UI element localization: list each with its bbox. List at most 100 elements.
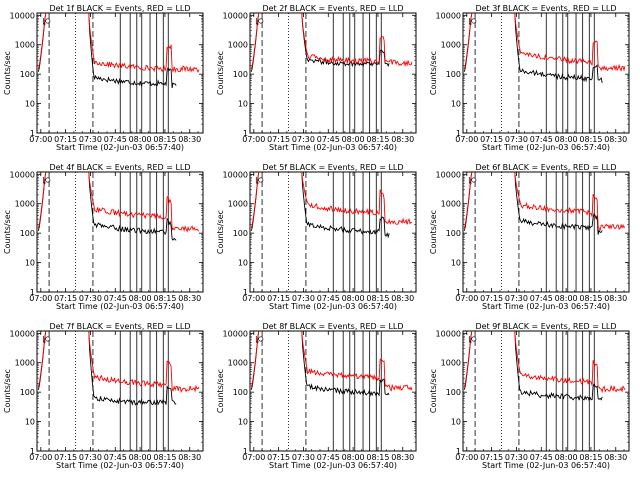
x-tick-label: 08:30	[391, 135, 414, 144]
x-tick-label: 07:30	[79, 453, 102, 462]
x-tick-label: 08:15	[579, 294, 602, 303]
panel-title: Det 6f BLACK = Events, RED = LLD	[475, 163, 616, 172]
y-tick-label: 1000	[228, 359, 248, 368]
panel-title: Det 9f BLACK = Events, RED = LLD	[475, 322, 616, 331]
saa-marker-icon	[42, 177, 51, 184]
x-tick-label: 07:45	[104, 135, 127, 144]
x-tick-label: 07:30	[292, 135, 315, 144]
panel-title: Det 2f BLACK = Events, RED = LLD	[262, 4, 403, 13]
x-tick-label: 08:15	[366, 135, 389, 144]
x-tick-label: 07:00	[242, 294, 265, 303]
saa-marker-icon	[468, 18, 477, 25]
saa-marker-icon	[468, 177, 477, 184]
x-tick-label: 08:00	[129, 453, 152, 462]
x-tick-label: 07:15	[267, 135, 290, 144]
x-tick-label: 08:00	[342, 135, 365, 144]
x-axis-label: Start Time (02-Jun-03 06:57:40)	[56, 461, 184, 470]
x-tick-label: 07:30	[292, 453, 315, 462]
x-tick-label: 07:45	[317, 294, 340, 303]
y-tick-label: 10000	[10, 11, 35, 20]
y-tick-label: 100	[233, 70, 248, 79]
x-tick-label: 07:15	[54, 135, 77, 144]
x-tick-label: 07:45	[317, 453, 340, 462]
x-tick-label: 07:45	[530, 135, 553, 144]
y-tick-label: 10000	[223, 329, 248, 338]
y-tick-label: 100	[20, 388, 35, 397]
y-tick-label: 100	[233, 388, 248, 397]
saa-marker-icon	[255, 177, 264, 184]
events-series-line	[37, 331, 177, 406]
y-tick-label: 1	[243, 288, 248, 297]
y-tick-label: 10000	[436, 11, 461, 20]
panel-det-5: 07:00 07:15 07:30 07:45 08:00 08:15 08:30 1 10 10…	[216, 163, 417, 311]
x-tick-label: 08:00	[342, 453, 365, 462]
panel-title: Det 1f BLACK = Events, RED = LLD	[49, 4, 190, 13]
x-tick-label: 07:45	[317, 135, 340, 144]
y-tick-label: 100	[446, 70, 461, 79]
panel-title: Det 8f BLACK = Events, RED = LLD	[262, 322, 403, 331]
panel-title: Det 5f BLACK = Events, RED = LLD	[262, 163, 403, 172]
x-tick-label: 07:00	[29, 453, 52, 462]
x-tick-label: 07:15	[54, 453, 77, 462]
lld-series-line	[37, 331, 200, 393]
x-tick-label: 08:30	[604, 135, 627, 144]
y-axis-label: Counts/sec	[216, 51, 225, 95]
events-series-line	[37, 13, 177, 89]
y-tick-label: 10	[451, 100, 461, 109]
x-tick-label: 08:00	[342, 294, 365, 303]
x-tick-label: 08:00	[129, 135, 152, 144]
x-tick-label: 07:15	[480, 453, 503, 462]
x-tick-label: 08:30	[604, 294, 627, 303]
x-axis-label: Start Time (02-Jun-03 06:57:40)	[56, 143, 184, 152]
y-tick-label: 10	[451, 418, 461, 427]
lld-series-line	[463, 172, 626, 232]
y-tick-label: 10	[451, 259, 461, 268]
x-axis-label: Start Time (02-Jun-03 06:57:40)	[482, 143, 610, 152]
x-tick-label: 08:30	[604, 453, 627, 462]
y-tick-label: 1	[30, 288, 35, 297]
x-tick-label: 07:00	[242, 453, 265, 462]
x-tick-label: 08:30	[178, 135, 201, 144]
x-tick-label: 07:15	[267, 453, 290, 462]
lld-series-line	[37, 172, 200, 233]
y-tick-label: 100	[233, 229, 248, 238]
x-tick-label: 07:00	[455, 453, 478, 462]
y-tick-label: 10000	[436, 329, 461, 338]
x-tick-label: 07:00	[455, 135, 478, 144]
x-tick-label: 08:15	[579, 135, 602, 144]
panel-det-6: 07:00 07:15 07:30 07:45 08:00 08:15 08:30 1 10 10…	[429, 163, 630, 311]
y-tick-label: 10	[238, 100, 248, 109]
saa-marker-icon	[42, 336, 51, 343]
x-tick-label: 07:45	[530, 453, 553, 462]
y-axis-label: Counts/sec	[3, 369, 12, 413]
lld-series-line	[250, 13, 413, 70]
x-tick-label: 07:45	[530, 294, 553, 303]
events-series-line	[37, 172, 177, 241]
events-series-line	[250, 13, 390, 72]
x-tick-label: 07:00	[29, 135, 52, 144]
y-axis-label: Counts/sec	[216, 210, 225, 254]
y-tick-label: 1000	[15, 200, 35, 209]
y-axis-label: Counts/sec	[216, 369, 225, 413]
x-tick-label: 08:30	[178, 294, 201, 303]
y-tick-label: 1000	[15, 41, 35, 50]
y-tick-label: 1	[456, 129, 461, 138]
lld-series-line	[250, 172, 412, 229]
events-series-line	[463, 172, 603, 235]
x-tick-label: 08:00	[129, 294, 152, 303]
y-tick-label: 1000	[441, 359, 461, 368]
y-tick-label: 1000	[15, 359, 35, 368]
y-tick-label: 10	[238, 259, 248, 268]
y-tick-label: 1	[30, 447, 35, 456]
x-axis-label: Start Time (02-Jun-03 06:57:40)	[269, 143, 397, 152]
x-tick-label: 08:15	[153, 135, 176, 144]
y-tick-label: 1000	[441, 200, 461, 209]
x-axis-label: Start Time (02-Jun-03 06:57:40)	[482, 461, 610, 470]
panel-title: Det 7f BLACK = Events, RED = LLD	[49, 322, 190, 331]
y-tick-label: 1	[243, 447, 248, 456]
y-tick-label: 10	[25, 418, 35, 427]
panel-det-9: 07:00 07:15 07:30 07:45 08:00 08:15 08:30 1 10 10…	[429, 322, 630, 470]
events-series-line	[250, 331, 390, 397]
y-tick-label: 1000	[441, 41, 461, 50]
